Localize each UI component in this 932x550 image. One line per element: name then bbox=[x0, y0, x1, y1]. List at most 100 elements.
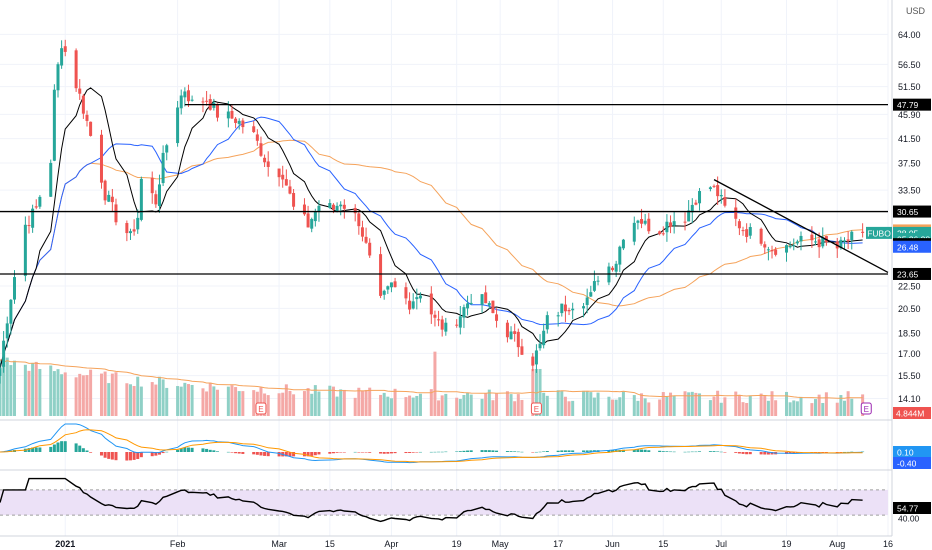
volume-bar bbox=[128, 384, 132, 416]
macd-histogram-bar bbox=[353, 451, 357, 453]
volume-bar bbox=[839, 395, 843, 416]
volume-bar bbox=[38, 368, 42, 416]
volume-bar bbox=[734, 391, 738, 416]
volume-bar bbox=[792, 400, 796, 416]
rsi-line bbox=[0, 477, 863, 523]
macd-histogram-bar bbox=[734, 452, 738, 453]
candle-body bbox=[241, 120, 245, 128]
candle-body bbox=[2, 340, 6, 367]
volume-bar bbox=[165, 387, 169, 416]
horizontal-levels[interactable] bbox=[0, 103, 888, 275]
candle-body bbox=[846, 239, 850, 241]
macd-histogram-bar bbox=[658, 450, 662, 452]
candle-body bbox=[161, 152, 165, 184]
volume-bar bbox=[690, 391, 694, 416]
macd-histogram-bar bbox=[835, 452, 839, 453]
macd-histogram-bar bbox=[469, 450, 473, 452]
candle-body bbox=[632, 222, 636, 242]
candle-body bbox=[306, 213, 310, 228]
candle-body bbox=[437, 319, 441, 321]
volume-bar bbox=[585, 391, 589, 416]
macd-histogram-bar bbox=[462, 450, 466, 452]
volume-bar bbox=[785, 391, 789, 416]
macd-histogram-bar bbox=[636, 449, 640, 452]
volume-bar bbox=[440, 395, 444, 416]
price-label-box bbox=[893, 205, 931, 218]
macd-label-text: -0.40 bbox=[897, 459, 917, 469]
macd-histogram-bar bbox=[60, 441, 64, 452]
volume-bar bbox=[505, 391, 509, 416]
macd-histogram-bar bbox=[582, 450, 586, 452]
volume-bar bbox=[302, 391, 306, 416]
candle-body bbox=[310, 218, 314, 229]
volume-bar bbox=[741, 402, 745, 416]
volume-bar bbox=[237, 391, 241, 416]
candle-body bbox=[205, 100, 209, 102]
macd-histogram-bar bbox=[331, 452, 335, 454]
volume-bar bbox=[737, 394, 741, 416]
ma-slow-line bbox=[0, 139, 863, 369]
candle-body bbox=[339, 204, 343, 207]
volume-bar bbox=[386, 396, 390, 416]
macd-pane bbox=[0, 423, 865, 464]
symbol-badge-text: FUBO bbox=[867, 228, 891, 238]
trendline[interactable] bbox=[713, 179, 889, 274]
macd-histogram-bar bbox=[139, 452, 143, 458]
candle-body bbox=[770, 250, 774, 252]
candle-body bbox=[455, 324, 459, 326]
volume-bar bbox=[328, 385, 332, 416]
candle-body bbox=[27, 225, 31, 227]
macd-histogram-bar bbox=[52, 444, 56, 452]
macd-histogram-bar bbox=[770, 452, 774, 455]
candle-body bbox=[288, 186, 292, 194]
volume-bar bbox=[640, 393, 644, 416]
candle-body bbox=[661, 233, 665, 235]
macd-histogram-bar bbox=[672, 451, 676, 453]
macd-histogram-bar bbox=[480, 450, 484, 452]
volume-bar bbox=[313, 385, 317, 416]
volume-bar bbox=[27, 370, 31, 416]
candle-body bbox=[516, 331, 520, 348]
macd-histogram-bar bbox=[748, 452, 752, 455]
volume-bar bbox=[379, 394, 383, 416]
signal-line bbox=[0, 429, 863, 463]
price-label-text: 47.79 bbox=[897, 100, 919, 110]
time-axis[interactable]: 2021 Feb Mar 15 Apr 19 May 17 Jun 15 Jul 19 Aug 16 bbox=[55, 539, 893, 549]
macd-histogram-bar bbox=[643, 449, 647, 452]
volume-bar bbox=[241, 391, 245, 416]
macd-histogram-bar bbox=[31, 447, 35, 452]
time-tick-label: 19 bbox=[452, 539, 462, 549]
candle-body bbox=[136, 217, 140, 230]
volume-bar bbox=[252, 390, 256, 416]
price-axis[interactable]: USD 64.00 56.50 51.50 45.90 41.50 37.50 33.50 30… bbox=[891, 0, 926, 536]
candle-body bbox=[683, 221, 687, 223]
volume-bar bbox=[814, 399, 818, 416]
macd-histogram-bar bbox=[505, 451, 509, 452]
candlesticks bbox=[0, 39, 865, 384]
macd-histogram-bar bbox=[520, 451, 524, 453]
volume-bar bbox=[770, 391, 774, 416]
descending-trendline bbox=[713, 179, 889, 274]
candle-body bbox=[165, 145, 169, 153]
candle-body bbox=[759, 228, 763, 244]
macd-histogram-bar bbox=[389, 452, 393, 454]
candle-body bbox=[328, 203, 332, 208]
macd-histogram-bar bbox=[556, 450, 560, 452]
volume-bar bbox=[364, 389, 368, 416]
volume-bar bbox=[433, 351, 437, 416]
macd-histogram-bar bbox=[611, 450, 615, 452]
macd-histogram-bar bbox=[542, 451, 546, 452]
volume-bar bbox=[277, 393, 281, 416]
time-tick-label: Feb bbox=[170, 539, 186, 549]
volume-bar bbox=[850, 398, 854, 416]
macd-histogram-bar bbox=[661, 451, 665, 452]
macd-histogram-bar bbox=[85, 450, 89, 452]
price-tick-label: 22.50 bbox=[898, 281, 921, 291]
candle-body bbox=[716, 185, 720, 197]
volume-bar bbox=[636, 400, 640, 416]
volume-bar bbox=[125, 383, 129, 416]
earnings-marker-label: E bbox=[534, 405, 539, 414]
